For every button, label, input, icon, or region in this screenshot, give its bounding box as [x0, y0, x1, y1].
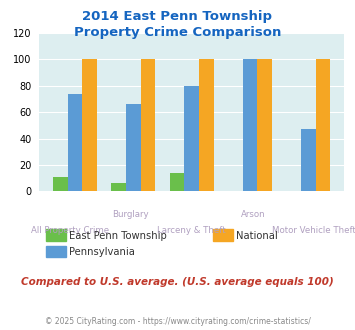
- Text: Arson: Arson: [240, 210, 265, 218]
- Bar: [82, 59, 97, 191]
- Text: Pennsylvania: Pennsylvania: [69, 248, 135, 257]
- Bar: [184, 86, 199, 191]
- Text: All Property Crime: All Property Crime: [31, 226, 109, 235]
- Text: Larceny & Theft: Larceny & Theft: [157, 226, 226, 235]
- Bar: [257, 59, 272, 191]
- Bar: [111, 183, 126, 191]
- Bar: [170, 173, 184, 191]
- Text: Motor Vehicle Theft: Motor Vehicle Theft: [272, 226, 355, 235]
- Bar: [141, 59, 155, 191]
- Text: National: National: [236, 231, 278, 241]
- Text: Compared to U.S. average. (U.S. average equals 100): Compared to U.S. average. (U.S. average …: [21, 277, 334, 287]
- Text: 2014 East Penn Township
Property Crime Comparison: 2014 East Penn Township Property Crime C…: [74, 10, 281, 39]
- Bar: [126, 104, 141, 191]
- Bar: [316, 59, 331, 191]
- Bar: [53, 177, 67, 191]
- Text: East Penn Township: East Penn Township: [69, 231, 167, 241]
- Bar: [67, 94, 82, 191]
- Text: © 2025 CityRating.com - https://www.cityrating.com/crime-statistics/: © 2025 CityRating.com - https://www.city…: [45, 317, 310, 326]
- Bar: [301, 129, 316, 191]
- Bar: [199, 59, 214, 191]
- Bar: [243, 59, 257, 191]
- Text: Burglary: Burglary: [112, 210, 149, 218]
